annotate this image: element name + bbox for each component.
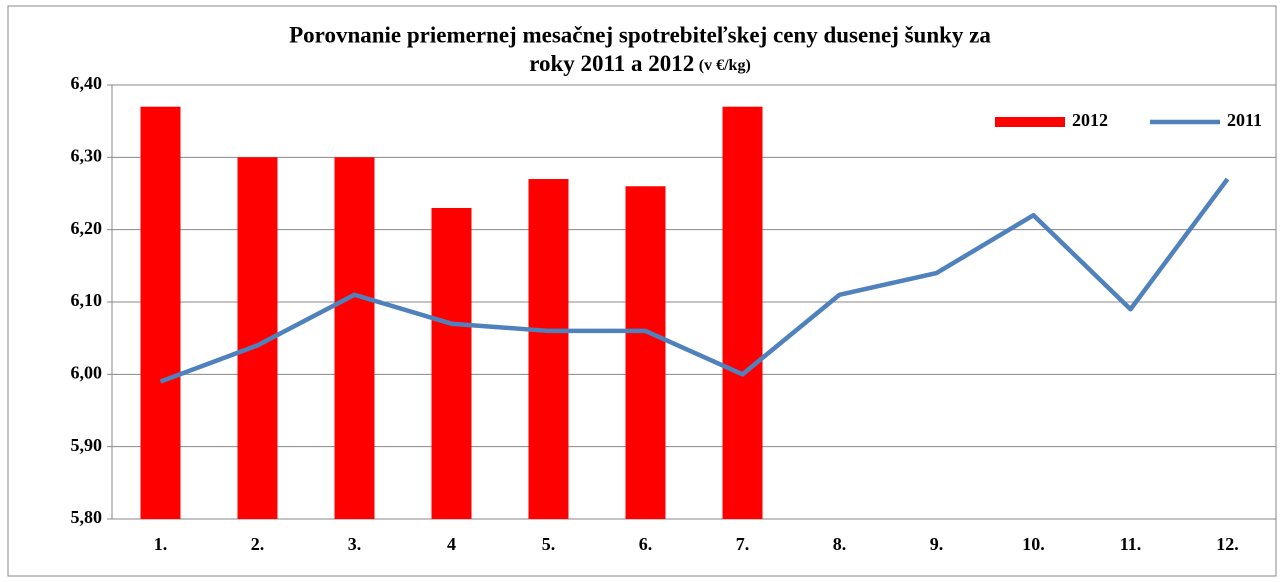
x-tick-label: 6. xyxy=(639,534,653,554)
chart-title: Porovnanie priemernej mesačnej spotrebit… xyxy=(289,22,991,47)
bar xyxy=(625,186,666,519)
x-tick-label: 4 xyxy=(447,534,456,554)
bar xyxy=(722,106,763,519)
y-tick-label: 6,10 xyxy=(71,290,103,310)
x-tick-label: 5. xyxy=(542,534,556,554)
chart-title: roky 2011 a 2012 (v €/kg) xyxy=(529,51,751,76)
x-tick-label: 3. xyxy=(348,534,362,554)
x-tick-label: 12. xyxy=(1216,534,1239,554)
x-tick-label: 1. xyxy=(154,534,168,554)
x-tick-label: 9. xyxy=(930,534,944,554)
x-tick-label: 11. xyxy=(1120,534,1142,554)
y-tick-label: 6,00 xyxy=(71,362,103,382)
x-tick-label: 2. xyxy=(251,534,265,554)
legend-label: 2012 xyxy=(1072,110,1108,130)
legend-swatch xyxy=(995,117,1065,127)
y-tick-label: 5,90 xyxy=(71,435,103,455)
x-tick-label: 10. xyxy=(1022,534,1045,554)
line xyxy=(159,177,1230,384)
bar xyxy=(334,157,375,520)
y-tick-label: 5,80 xyxy=(71,507,103,527)
bar xyxy=(431,207,472,519)
chart-title-unit: (v €/kg) xyxy=(699,57,751,74)
y-tick-label: 6,40 xyxy=(71,73,103,93)
y-tick-label: 6,20 xyxy=(71,218,103,238)
x-tick-label: 7. xyxy=(736,534,750,554)
chart-title-line: roky 2011 a 2012 xyxy=(529,51,694,76)
y-tick-label: 6,30 xyxy=(71,145,103,165)
bar xyxy=(140,106,181,519)
bar xyxy=(528,179,569,520)
legend-label: 2011 xyxy=(1227,110,1262,130)
x-tick-label: 8. xyxy=(833,534,847,554)
